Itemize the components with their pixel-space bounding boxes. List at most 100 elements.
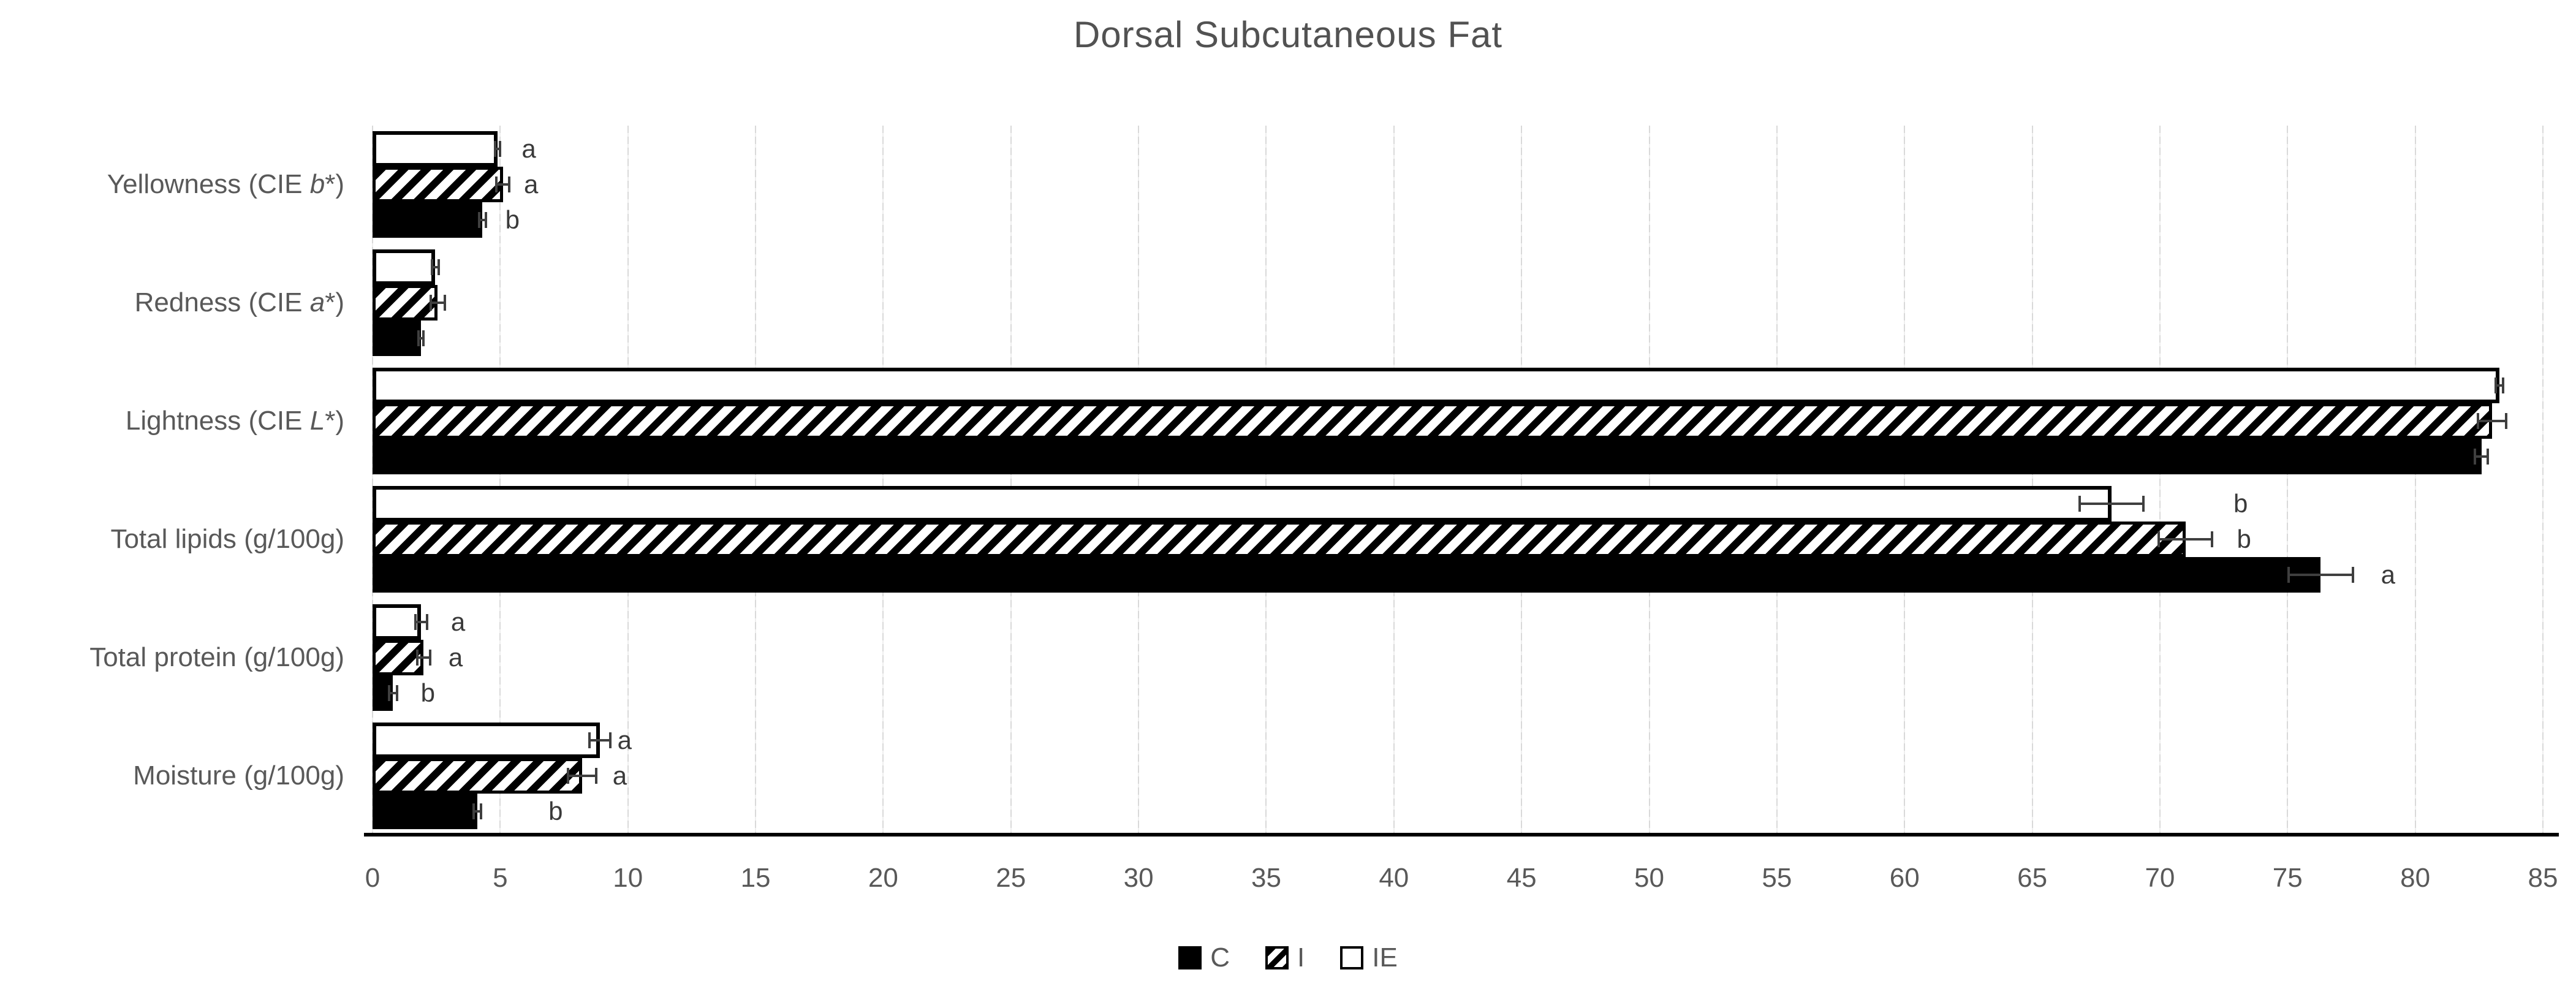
gridline <box>1904 126 1906 835</box>
bar-I-cat1 <box>373 285 438 321</box>
significance-letter-C-cat5: b <box>548 796 563 825</box>
error-cap-left <box>477 212 480 229</box>
category-label-5: Moisture (g/100g) <box>0 759 344 793</box>
legend-label: C <box>1210 943 1230 973</box>
legend-label: I <box>1297 943 1305 973</box>
error-cap-right <box>594 767 597 784</box>
x-tick-label-25: 25 <box>996 863 1026 893</box>
significance-letter-IE-cat0: a <box>521 134 536 164</box>
legend-item-I: I <box>1265 943 1305 973</box>
category-label-text: Moisture (g/100g) <box>133 760 344 791</box>
error-cap-left <box>588 732 591 748</box>
bar-IE-cat5 <box>373 722 600 758</box>
error-cap-left <box>415 649 419 666</box>
error-bar-IE-cat0 <box>493 141 502 157</box>
significance-letter-C-cat3: a <box>2381 560 2395 589</box>
category-label-text: Yellowness (CIE <box>107 169 310 200</box>
error-cap-right <box>2142 495 2145 512</box>
category-label-1: Redness (CIE a*) <box>0 286 344 320</box>
x-tick-label-5: 5 <box>493 863 508 893</box>
error-bar-I-cat3 <box>2157 531 2214 547</box>
error-bar-I-cat0 <box>495 176 511 193</box>
error-cap-right <box>499 141 502 157</box>
error-cap-right <box>2502 377 2505 394</box>
x-axis-line <box>364 833 2559 837</box>
error-cap-right <box>443 295 446 311</box>
error-cap-left <box>495 176 498 193</box>
x-tick-label-80: 80 <box>2400 863 2431 893</box>
error-bar-C-cat5 <box>472 803 483 819</box>
x-tick-label-70: 70 <box>2145 863 2175 893</box>
gridline <box>1265 126 1267 835</box>
category-label-text: Total protein (g/100g) <box>89 642 344 672</box>
gridline <box>1648 126 1650 835</box>
bar-C-cat2 <box>373 439 2482 475</box>
x-tick-label-85: 85 <box>2528 863 2558 893</box>
error-cap-right <box>422 330 425 347</box>
x-tick-label-55: 55 <box>1762 863 1792 893</box>
bar-I-cat3 <box>373 521 2186 557</box>
category-label-suffix: *) <box>325 287 344 318</box>
legend-swatch-solid-black-icon <box>1178 946 1202 969</box>
category-label-text: Total lipids (g/100g) <box>110 523 344 554</box>
category-label-0: Yellowness (CIE b*) <box>0 167 344 202</box>
error-cap-right <box>480 803 483 819</box>
error-cap-left <box>566 767 569 784</box>
error-bar-C-cat0 <box>477 212 487 229</box>
error-bar-C-cat3 <box>2287 566 2354 583</box>
legend-swatch-white-icon <box>1340 946 1364 969</box>
error-cap-right <box>425 613 428 630</box>
x-tick-label-30: 30 <box>1123 863 1154 893</box>
error-cap-right <box>508 176 511 193</box>
error-cap-right <box>2351 566 2354 583</box>
error-cap-right <box>2504 413 2507 430</box>
significance-letter-IE-cat3: b <box>2233 488 2248 518</box>
error-bar-IE-cat2 <box>2494 377 2505 394</box>
error-cap-right <box>2211 531 2214 547</box>
gridline <box>1010 126 1012 835</box>
x-tick-label-65: 65 <box>2017 863 2048 893</box>
legend-item-IE: IE <box>1340 943 1398 973</box>
significance-letter-IE-cat4: a <box>450 607 466 636</box>
error-bar-IE-cat3 <box>2078 495 2145 512</box>
error-bar-I-cat5 <box>566 767 597 784</box>
gridline <box>2542 126 2544 835</box>
bar-C-cat3 <box>373 556 2321 593</box>
error-cap-right <box>484 212 487 229</box>
legend-swatch-hatched-icon <box>1265 946 1289 969</box>
error-bar-I-cat1 <box>429 295 446 311</box>
error-cap-left <box>2078 495 2081 512</box>
error-cap-left <box>2287 566 2290 583</box>
x-tick-label-60: 60 <box>1889 863 1920 893</box>
error-cap-left <box>430 259 433 276</box>
legend-label: IE <box>1372 943 1398 973</box>
category-label-4: Total protein (g/100g) <box>0 640 344 675</box>
category-label-2: Lightness (CIE L*) <box>0 404 344 438</box>
error-cap-left <box>388 685 390 701</box>
error-bar-IE-cat5 <box>588 732 612 748</box>
gridline <box>372 126 373 835</box>
gridline <box>2159 126 2161 835</box>
category-label-suffix: *) <box>325 169 344 200</box>
category-label-italic: b <box>309 169 325 200</box>
significance-letter-C-cat4: b <box>420 678 436 707</box>
bar-I-cat2 <box>373 403 2492 439</box>
error-cap-left <box>2494 377 2497 394</box>
error-bar-I-cat4 <box>415 649 431 666</box>
bar-IE-cat3 <box>373 485 2112 522</box>
significance-letter-C-cat0: b <box>505 205 520 235</box>
category-label-italic: a <box>309 287 325 318</box>
gridline <box>1138 126 1140 835</box>
x-tick-label-35: 35 <box>1251 863 1281 893</box>
x-tick-label-15: 15 <box>740 863 771 893</box>
error-cap-right <box>608 732 612 748</box>
gridline <box>1521 126 1523 835</box>
error-cap-left <box>472 803 475 819</box>
bar-C-cat0 <box>373 202 483 238</box>
gridline <box>2287 126 2289 835</box>
error-bar-I-cat2 <box>2476 413 2507 430</box>
gridline <box>755 126 757 835</box>
category-label-3: Total lipids (g/100g) <box>0 522 344 556</box>
x-tick-label-40: 40 <box>1379 863 1409 893</box>
